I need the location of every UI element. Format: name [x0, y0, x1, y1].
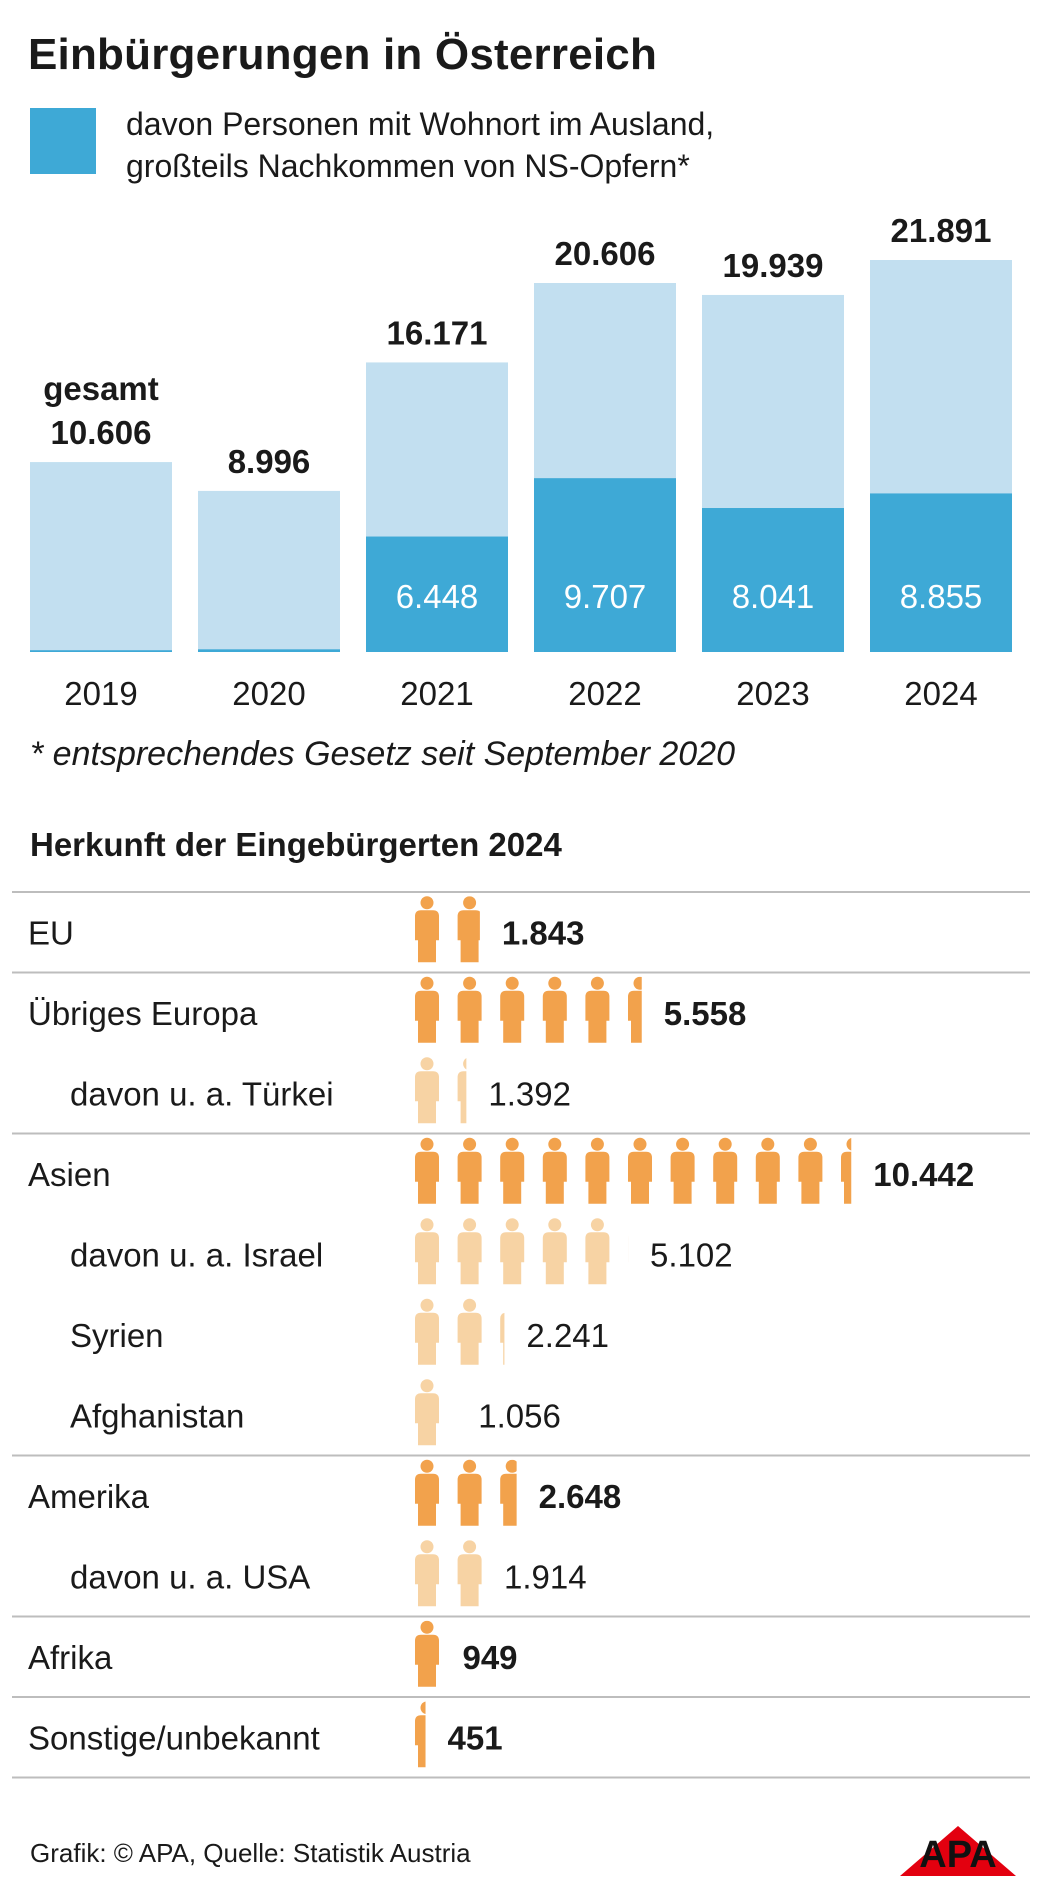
person-icon	[628, 1137, 652, 1204]
row-value-afrika: 949	[462, 1639, 517, 1676]
row-label-syrien: Syrien	[70, 1317, 164, 1354]
row-value-syrien: 2.241	[526, 1317, 609, 1354]
row-value-davon-u-a-usa: 1.914	[504, 1558, 587, 1595]
person-icon	[457, 1137, 482, 1204]
person-icon	[585, 976, 610, 1043]
bar-abroad-2020	[198, 649, 340, 652]
person-icon	[415, 1540, 439, 1607]
person-icon	[457, 976, 482, 1043]
person-icon	[841, 1137, 852, 1204]
total-label-2022: 20.606	[555, 235, 656, 272]
person-icon	[457, 1218, 482, 1285]
total-prefix-label: gesamt	[43, 370, 159, 407]
section-title: Herkunft der Eingebürgerten 2024	[30, 826, 562, 863]
bar-abroad-2024	[870, 493, 1012, 652]
person-icon	[500, 1459, 517, 1526]
person-icon	[500, 1218, 525, 1285]
row-label-davon-u-a-usa: davon u. a. USA	[70, 1558, 310, 1595]
row-value-davon-u-a-türkei: 1.392	[488, 1075, 571, 1112]
row-label-übriges-europa: Übriges Europa	[28, 995, 258, 1032]
apa-logo: APA	[900, 1826, 1016, 1876]
person-icon	[542, 976, 567, 1043]
row-value-eu: 1.843	[502, 914, 585, 951]
bar-abroad-2021	[366, 536, 508, 652]
bar-abroad-2019	[30, 650, 172, 652]
x-tick-2022: 2022	[568, 675, 641, 712]
person-icon	[585, 1218, 610, 1285]
person-icon	[415, 1218, 439, 1285]
person-icon	[457, 1298, 482, 1365]
row-value-afghanistan: 1.056	[478, 1397, 561, 1434]
person-icon	[713, 1137, 738, 1204]
abroad-label-2022: 9.707	[564, 578, 647, 615]
person-icon	[755, 1137, 780, 1204]
row-label-davon-u-a-israel: davon u. a. Israel	[70, 1236, 323, 1273]
x-tick-2024: 2024	[904, 675, 977, 712]
person-icon	[585, 1137, 610, 1204]
abroad-label-2023: 8.041	[732, 578, 815, 615]
person-icon	[628, 976, 642, 1043]
apa-logo-text: APA	[919, 1834, 996, 1876]
person-icon	[542, 1137, 567, 1204]
row-label-eu: EU	[28, 914, 74, 951]
total-label-2023: 19.939	[723, 247, 824, 284]
person-icon	[415, 1057, 439, 1124]
bar-abroad-2022	[534, 478, 676, 652]
source-credit: Grafik: © APA, Quelle: Statistik Austria	[30, 1838, 471, 1868]
person-icon	[542, 1218, 567, 1285]
total-label-2019: 10.606	[51, 414, 152, 451]
person-icon	[628, 1237, 629, 1263]
bar-chart: 10.606 gesamt 2019 8.996 2020 16.171 6.448 2021…	[30, 212, 1012, 712]
row-value-übriges-europa: 5.558	[664, 995, 747, 1032]
person-icon	[670, 1137, 695, 1204]
total-label-2020: 8.996	[228, 443, 311, 480]
x-tick-2021: 2021	[400, 675, 473, 712]
footnote: * entsprechendes Gesetz seit September 2…	[30, 735, 735, 773]
x-tick-2023: 2023	[736, 675, 809, 712]
person-icon	[415, 1379, 439, 1446]
person-icon	[415, 896, 439, 963]
total-label-2024: 21.891	[891, 212, 992, 249]
legend-label-line2: großteils Nachkommen von NS-Opfern*	[126, 148, 690, 184]
x-tick-2020: 2020	[232, 675, 305, 712]
person-icon	[415, 1701, 426, 1768]
x-tick-2019: 2019	[64, 675, 137, 712]
person-icon	[415, 1298, 439, 1365]
row-label-sonstige-unbekannt: Sonstige/unbekannt	[28, 1719, 320, 1756]
chart-title: Einbürgerungen in Österreich	[28, 30, 658, 79]
row-label-afrika: Afrika	[28, 1639, 113, 1676]
row-value-asien: 10.442	[873, 1156, 974, 1193]
abroad-label-2021: 6.448	[396, 578, 479, 615]
legend-swatch	[30, 108, 96, 174]
person-icon	[798, 1137, 823, 1204]
total-label-2021: 16.171	[387, 314, 488, 351]
person-icon	[500, 1312, 505, 1365]
person-icon	[457, 1058, 467, 1124]
person-icon	[415, 1137, 439, 1204]
bar-total-2019	[30, 462, 172, 652]
bar-abroad-2023	[702, 508, 844, 652]
origin-pictogram-chart: EU 1.843 Übriges Europa 5.558 davon u. a. Tü…	[12, 891, 1030, 1779]
apa-logo-roof	[900, 1826, 1016, 1876]
legend-label-line1: davon Personen mit Wohnort im Ausland,	[126, 106, 715, 142]
row-label-amerika: Amerika	[28, 1478, 150, 1515]
row-value-davon-u-a-israel: 5.102	[650, 1236, 733, 1273]
row-value-amerika: 2.648	[539, 1478, 622, 1515]
bar-total-2020	[198, 490, 340, 652]
row-label-davon-u-a-türkei: davon u. a. Türkei	[70, 1075, 334, 1112]
abroad-label-2024: 8.855	[900, 578, 983, 615]
person-icon	[415, 1620, 439, 1687]
row-value-sonstige-unbekannt: 451	[448, 1719, 503, 1756]
person-icon	[457, 1459, 482, 1526]
person-icon	[457, 1540, 482, 1607]
person-icon	[500, 1137, 525, 1204]
person-icon	[415, 1459, 439, 1526]
person-icon	[415, 976, 439, 1043]
row-label-asien: Asien	[28, 1156, 111, 1193]
row-label-afghanistan: Afghanistan	[70, 1397, 244, 1434]
person-icon	[457, 896, 480, 963]
person-icon	[500, 976, 525, 1043]
